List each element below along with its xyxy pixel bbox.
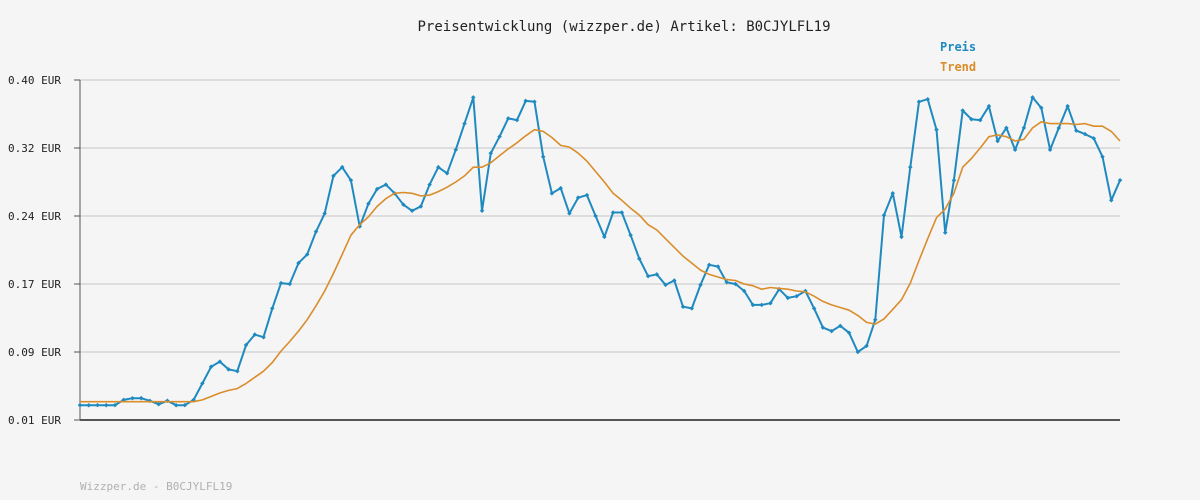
preis-point	[339, 164, 345, 170]
preis-point	[925, 96, 930, 102]
preis-point	[287, 281, 292, 287]
preis-point	[820, 325, 826, 330]
preis-point	[453, 147, 459, 152]
preis-point	[969, 116, 974, 122]
preis-point	[977, 117, 983, 123]
y-tick-label: 0.32 EUR	[8, 142, 61, 155]
preis-point	[243, 342, 249, 348]
preis-point	[252, 332, 258, 337]
preis-point	[540, 154, 546, 159]
preis-point	[908, 164, 913, 170]
preis-point	[575, 195, 581, 200]
preis-point	[313, 229, 319, 234]
preis-point	[593, 213, 598, 219]
preis-point	[270, 306, 275, 311]
preis-point	[182, 402, 188, 408]
preis-point	[1091, 136, 1097, 141]
y-tick-label: 0.09 EUR	[8, 346, 61, 359]
preis-point	[409, 208, 415, 214]
preis-point	[724, 280, 730, 285]
preis-point	[855, 349, 861, 355]
preis-point	[672, 278, 677, 283]
preis-point	[95, 402, 100, 408]
preis-point	[549, 191, 555, 196]
preis-point	[864, 343, 869, 349]
preis-point	[715, 264, 721, 269]
preis-point	[689, 306, 695, 311]
y-tick-label: 0.17 EUR	[8, 278, 61, 291]
preis-point	[995, 138, 1000, 144]
preis-point	[619, 210, 625, 215]
preis-point	[558, 185, 563, 191]
preis-point	[497, 134, 502, 139]
y-tick-label: 0.01 EUR	[8, 414, 61, 427]
preis-point	[304, 252, 310, 257]
preis-point	[1030, 95, 1035, 100]
preis-point	[462, 121, 467, 126]
preis-point	[103, 402, 109, 408]
preis-point	[916, 99, 922, 105]
preis-point	[374, 186, 380, 192]
preis-line	[80, 96, 1121, 407]
preis-point	[77, 402, 83, 408]
preis-point	[479, 208, 485, 214]
preis-point	[706, 262, 712, 268]
y-tick-label: 0.24 EUR	[8, 210, 61, 223]
preis-point	[645, 273, 651, 279]
preis-point	[1100, 154, 1105, 159]
preis-point	[436, 164, 441, 170]
footer-source: Wizzper.de - B0CJYLFL19	[80, 480, 233, 493]
preis-point	[628, 232, 633, 238]
preis-point	[654, 272, 660, 277]
preis-point	[873, 317, 878, 322]
preis-point	[733, 281, 738, 287]
preis-point	[759, 302, 764, 308]
y-tick-label: 0.40 EUR	[8, 74, 61, 87]
preis-point	[261, 334, 266, 340]
preis-point	[130, 395, 135, 401]
preis-point	[986, 103, 992, 109]
preis-point	[470, 95, 476, 100]
preis-point	[331, 173, 336, 179]
preis-point	[235, 368, 240, 374]
preis-point	[1021, 125, 1027, 131]
preis-point	[86, 402, 92, 408]
preis-point	[663, 282, 668, 288]
preis-point	[934, 127, 939, 132]
preis-point	[951, 178, 957, 183]
preis-point	[794, 293, 799, 299]
preis-point	[138, 395, 144, 401]
preis-point	[680, 304, 686, 309]
legend-preis: Preis	[940, 40, 977, 54]
preis-point	[200, 381, 205, 386]
preis-point	[899, 234, 904, 240]
preis-point	[532, 99, 537, 105]
preis-point	[322, 211, 327, 216]
preis-point	[942, 230, 948, 235]
preis-point	[1047, 147, 1053, 152]
preis-point	[296, 260, 301, 266]
preis-point	[811, 306, 817, 311]
chart-title: Preisentwicklung (wizzper.de) Artikel: B…	[417, 19, 831, 35]
preis-point	[366, 201, 371, 207]
preis-point	[829, 328, 834, 334]
preis-point	[838, 323, 843, 329]
legend-trend: Trend	[940, 60, 977, 74]
trend-line	[80, 121, 1121, 403]
preis-point	[785, 295, 791, 301]
preis-point	[741, 288, 747, 294]
